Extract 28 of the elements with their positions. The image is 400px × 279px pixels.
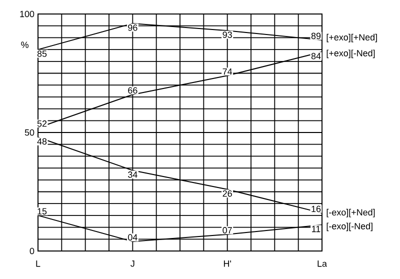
data-label: 11 — [312, 226, 320, 232]
data-label: 26 — [222, 190, 232, 197]
data-label: 96 — [128, 24, 138, 31]
data-label: 15 — [38, 208, 47, 214]
data-label: 89 — [311, 32, 321, 40]
y-axis-title: % — [21, 42, 28, 48]
x-tick-label: H' — [224, 260, 231, 267]
x-tick-label: La — [318, 260, 327, 267]
data-label: 16 — [312, 206, 321, 212]
series-label: [-exo][+Ned] — [326, 208, 375, 218]
series-label: [-exo][-Ned] — [326, 222, 372, 232]
data-label: 93 — [222, 32, 232, 38]
data-label: 48 — [37, 138, 47, 145]
y-tick-label: 100 — [20, 10, 34, 18]
data-label: 84 — [311, 52, 321, 60]
series-label: [+exo][-Ned] — [326, 50, 375, 58]
data-label: 66 — [128, 87, 138, 94]
x-tick-label: J — [130, 260, 134, 267]
data-label: 34 — [128, 171, 138, 178]
data-label: 52 — [37, 120, 47, 127]
y-tick-label: 0 — [30, 248, 34, 254]
data-label: 85 — [37, 50, 47, 57]
data-label: 07 — [222, 227, 232, 234]
y-tick-label: 50 — [24, 129, 34, 136]
data-label: 74 — [222, 68, 232, 75]
series-label: [+exo][+Ned] — [326, 34, 377, 42]
x-tick-label: L — [36, 260, 40, 267]
data-label: 04 — [128, 234, 138, 241]
